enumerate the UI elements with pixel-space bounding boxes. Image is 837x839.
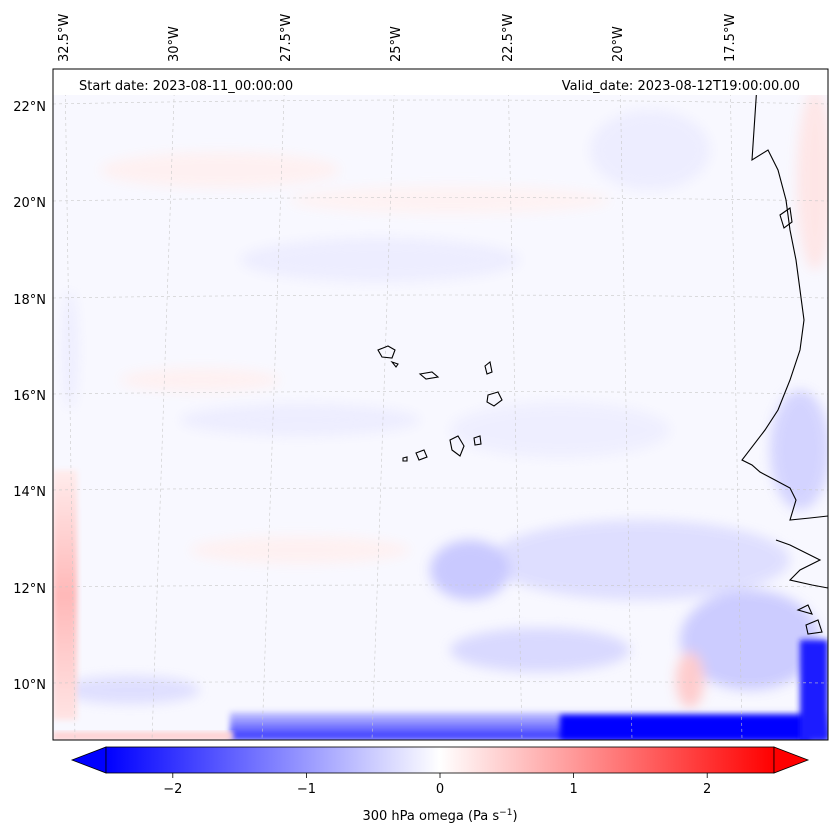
colorbar-tick-label: −2 — [163, 782, 182, 797]
latitude-tick-labels: 22°N 20°N 18°N 16°N 14°N 12°N 10°N — [13, 100, 46, 693]
lon-tick-label: 20°W — [611, 26, 626, 62]
colorbar-tick-label: 0 — [436, 782, 444, 797]
lat-tick-label: 12°N — [13, 582, 46, 597]
colorbar-label: 300 hPa omega (Pa s−1) — [362, 808, 517, 824]
map-frame — [52, 68, 829, 741]
colorbar-tick-label: −1 — [297, 782, 316, 797]
lon-tick-label: 32.5°W — [57, 14, 72, 62]
lat-tick-label: 20°N — [13, 196, 46, 211]
lat-tick-label: 10°N — [13, 678, 46, 693]
start-date-label: Start date: 2023-08-11_00:00:00 — [79, 79, 293, 94]
omega-field — [53, 69, 828, 740]
colorbar-tick-label: 2 — [703, 782, 711, 797]
lon-tick-label: 30°W — [167, 26, 182, 62]
lon-tick-label: 22.5°W — [501, 14, 516, 62]
lat-tick-label: 22°N — [13, 100, 46, 115]
colorbar-extend-min — [70, 746, 107, 774]
longitude-tick-labels: 32.5°W 30°W 27.5°W 25°W 22.5°W 20°W 17.5… — [57, 14, 738, 62]
colorbar-tick-label: 1 — [569, 782, 577, 797]
lat-tick-label: 14°N — [13, 485, 46, 500]
lon-tick-label: 17.5°W — [723, 14, 738, 62]
colorbar-bar — [105, 746, 775, 774]
gridlines — [53, 69, 828, 740]
coastline — [741, 69, 828, 635]
colorbar-ticks: −2 −1 0 1 2 — [163, 773, 711, 797]
lon-tick-label: 25°W — [389, 26, 404, 62]
valid-date-label: Valid_date: 2023-08-12T19:00:00.00 — [562, 79, 800, 94]
lat-tick-label: 16°N — [13, 389, 46, 404]
cape-verde-islands — [377, 345, 503, 462]
colorbar-extend-max — [773, 746, 810, 774]
colorbar: −2 −1 0 1 2 300 hPa omega (Pa s−1) — [70, 746, 810, 824]
lon-tick-label: 27.5°W — [279, 14, 294, 62]
lat-tick-label: 18°N — [13, 293, 46, 308]
